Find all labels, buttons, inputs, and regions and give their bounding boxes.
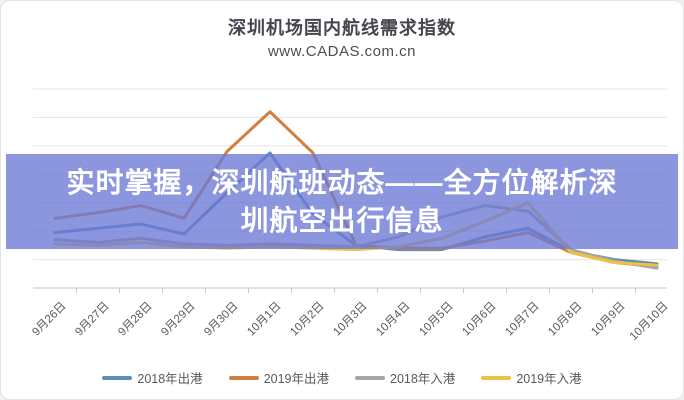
headline-line-1: 实时掌握，深圳航班动态——全方位解析深 [66, 166, 618, 198]
legend-label: 2018年出港 [137, 372, 203, 386]
legend-item-1: 2019年出港 [228, 368, 329, 387]
legend-label: 2019年入港 [516, 372, 582, 386]
legend-swatch [355, 375, 385, 380]
legend-swatch [102, 375, 133, 380]
chart-legend: 2018年出港 2019年出港 2018年入港 2019年入港 [1, 368, 683, 387]
legend-item-2: 2018年入港 [355, 368, 455, 387]
legend-swatch [228, 375, 259, 380]
legend-label: 2018年入港 [390, 372, 456, 386]
headline-overlay: 实时掌握，深圳航班动态——全方位解析深 圳航空出行信息 [6, 154, 678, 249]
legend-swatch [481, 375, 512, 380]
chart-subtitle: www.CADAS.com.cn [267, 43, 417, 60]
chart-title: 深圳机场国内航线需求指数 [228, 18, 456, 38]
legend-item-0: 2018年出港 [102, 368, 203, 387]
legend-label: 2019年出港 [263, 372, 329, 386]
headline-line-2: 圳航空出行信息 [240, 204, 444, 236]
legend-item-3: 2019年入港 [481, 368, 582, 387]
